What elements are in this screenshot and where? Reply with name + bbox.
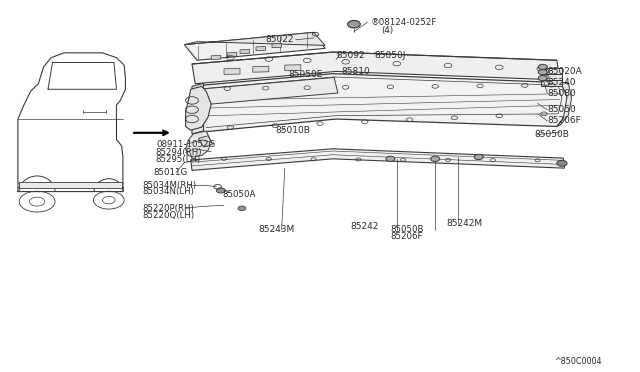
Text: 85022: 85022 — [266, 35, 294, 44]
Text: (4): (4) — [381, 26, 394, 35]
Text: 85220Q(LH): 85220Q(LH) — [142, 211, 194, 219]
Text: ®08124-0252F: ®08124-0252F — [371, 18, 438, 27]
Polygon shape — [557, 83, 572, 126]
Polygon shape — [191, 149, 564, 170]
Text: 85020A: 85020A — [547, 67, 582, 76]
Text: 85050B: 85050B — [390, 225, 424, 234]
Circle shape — [538, 70, 547, 75]
Polygon shape — [184, 32, 325, 60]
Text: 85206F: 85206F — [547, 116, 581, 125]
Circle shape — [238, 206, 246, 211]
Polygon shape — [198, 136, 212, 147]
Polygon shape — [198, 74, 567, 132]
Circle shape — [348, 20, 360, 28]
Text: 85220P(RH): 85220P(RH) — [142, 204, 194, 213]
Text: 85050A: 85050A — [223, 190, 256, 199]
Text: 85010B: 85010B — [275, 126, 310, 135]
Text: 85810: 85810 — [341, 67, 370, 76]
Circle shape — [557, 160, 567, 166]
Text: 85242: 85242 — [351, 222, 379, 231]
Polygon shape — [198, 77, 338, 105]
Polygon shape — [253, 66, 269, 72]
Text: 85034M(RH): 85034M(RH) — [142, 181, 196, 190]
Circle shape — [538, 76, 547, 81]
Circle shape — [538, 64, 547, 70]
Circle shape — [386, 156, 395, 161]
Circle shape — [216, 188, 225, 193]
Text: ^850C0004: ^850C0004 — [554, 357, 602, 366]
Text: 85206F: 85206F — [390, 232, 423, 241]
Text: 85080: 85080 — [547, 89, 576, 97]
Polygon shape — [285, 65, 301, 71]
Text: 08911-1052G: 08911-1052G — [157, 140, 216, 149]
Text: 85242M: 85242M — [447, 219, 483, 228]
Polygon shape — [224, 68, 240, 74]
Polygon shape — [227, 52, 237, 57]
Circle shape — [431, 156, 440, 161]
Polygon shape — [19, 182, 122, 188]
Polygon shape — [541, 74, 562, 80]
Polygon shape — [272, 44, 282, 48]
Polygon shape — [211, 55, 221, 60]
Text: 85050J: 85050J — [374, 51, 406, 60]
Polygon shape — [192, 83, 204, 134]
Circle shape — [474, 154, 483, 160]
Polygon shape — [541, 68, 562, 74]
Text: 85243M: 85243M — [259, 225, 295, 234]
Text: 85050: 85050 — [547, 105, 576, 114]
Polygon shape — [186, 131, 211, 157]
Text: 85092: 85092 — [337, 51, 365, 60]
Polygon shape — [184, 32, 325, 45]
Text: 85240: 85240 — [547, 78, 576, 87]
Polygon shape — [256, 46, 266, 51]
Text: 85294(RH): 85294(RH) — [155, 148, 202, 157]
Text: 85050E: 85050E — [288, 70, 323, 79]
Text: 85295(LH): 85295(LH) — [155, 155, 200, 164]
Polygon shape — [186, 86, 211, 130]
Polygon shape — [240, 49, 250, 54]
Text: 85050B: 85050B — [534, 130, 569, 139]
Polygon shape — [192, 52, 560, 84]
Text: 85011G: 85011G — [154, 168, 188, 177]
Polygon shape — [541, 80, 562, 86]
Text: 85034N(LH): 85034N(LH) — [142, 187, 194, 196]
